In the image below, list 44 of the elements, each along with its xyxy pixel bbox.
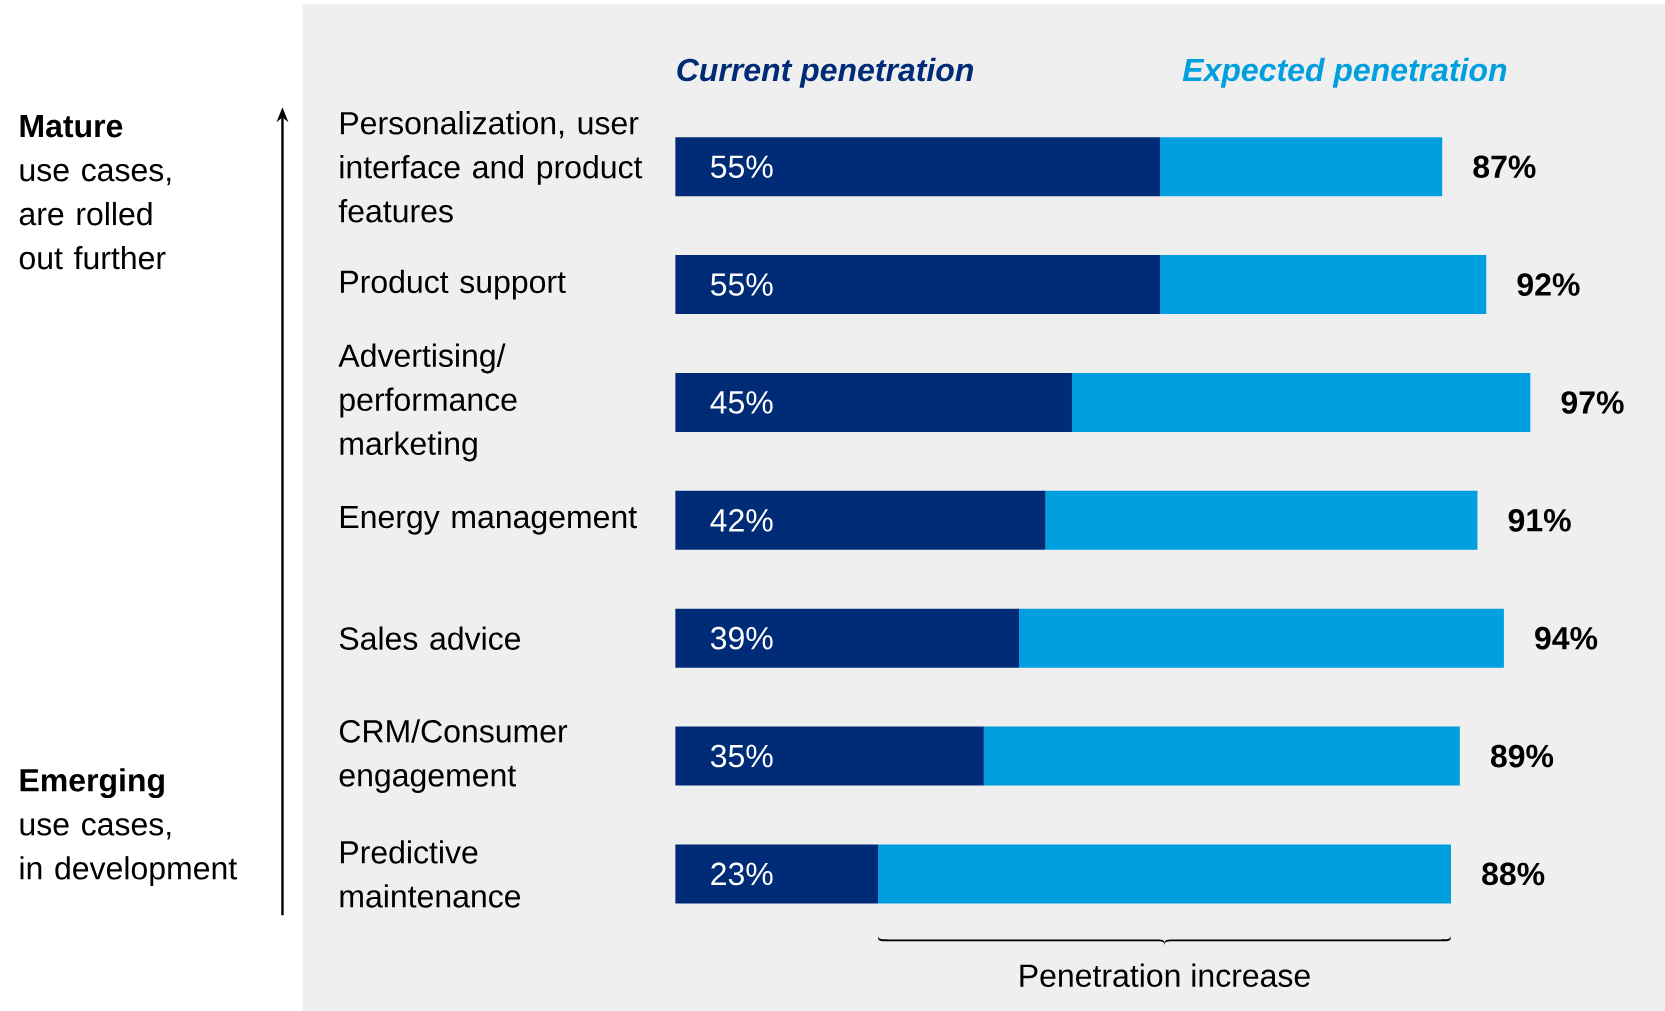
bar xyxy=(1071,373,1531,432)
total-label: 87% xyxy=(1473,155,1536,179)
data-label: 55% xyxy=(711,273,773,296)
bar xyxy=(675,137,1161,197)
bar xyxy=(1160,255,1487,315)
data-label: 35% xyxy=(710,744,773,768)
text: Penetration increase xyxy=(1020,963,1310,988)
y-tick-label: Advertising/ performance marketing xyxy=(338,343,517,462)
data-label: 55% xyxy=(711,155,773,179)
series-label: Current penetration xyxy=(677,57,974,88)
bar xyxy=(1045,490,1478,550)
bar xyxy=(675,726,984,786)
total-label: 88% xyxy=(1482,862,1545,886)
total-label: 91% xyxy=(1508,509,1571,532)
total-label: 89% xyxy=(1490,744,1554,768)
total-label: 94% xyxy=(1535,626,1598,650)
data-label: 39% xyxy=(710,626,773,650)
total-label: 97% xyxy=(1561,391,1624,414)
bar xyxy=(983,726,1460,786)
text: are rolled out further xyxy=(19,201,166,270)
bar xyxy=(675,490,1046,550)
y-tick-label: Sales advice xyxy=(339,626,521,650)
y-tick-label: Product support xyxy=(340,269,566,300)
total-label: 92% xyxy=(1517,273,1580,296)
bar xyxy=(1019,608,1504,668)
text: Mature xyxy=(20,115,123,138)
bar xyxy=(675,373,1072,432)
y-tick-label: Predictive maintenance xyxy=(340,840,521,908)
text: in development xyxy=(20,856,237,887)
text: Emerging xyxy=(20,768,164,799)
text: use cases, xyxy=(20,163,171,186)
bar xyxy=(675,844,879,904)
y-tick-label: CRM/Consumer engagement xyxy=(339,719,568,794)
y-tick-label: Energy management xyxy=(340,506,637,535)
bar xyxy=(675,255,1161,315)
data-label: 23% xyxy=(711,862,773,886)
bar xyxy=(1160,137,1443,197)
data-label: 42% xyxy=(710,509,773,532)
y-tick-label: Personalization, user interface and product features xyxy=(338,111,643,223)
bar xyxy=(878,844,1451,904)
series-label: Expected penetration xyxy=(1182,57,1507,88)
text: use cases, xyxy=(20,818,171,840)
bar xyxy=(675,608,1020,668)
data-label: 45% xyxy=(710,391,773,414)
